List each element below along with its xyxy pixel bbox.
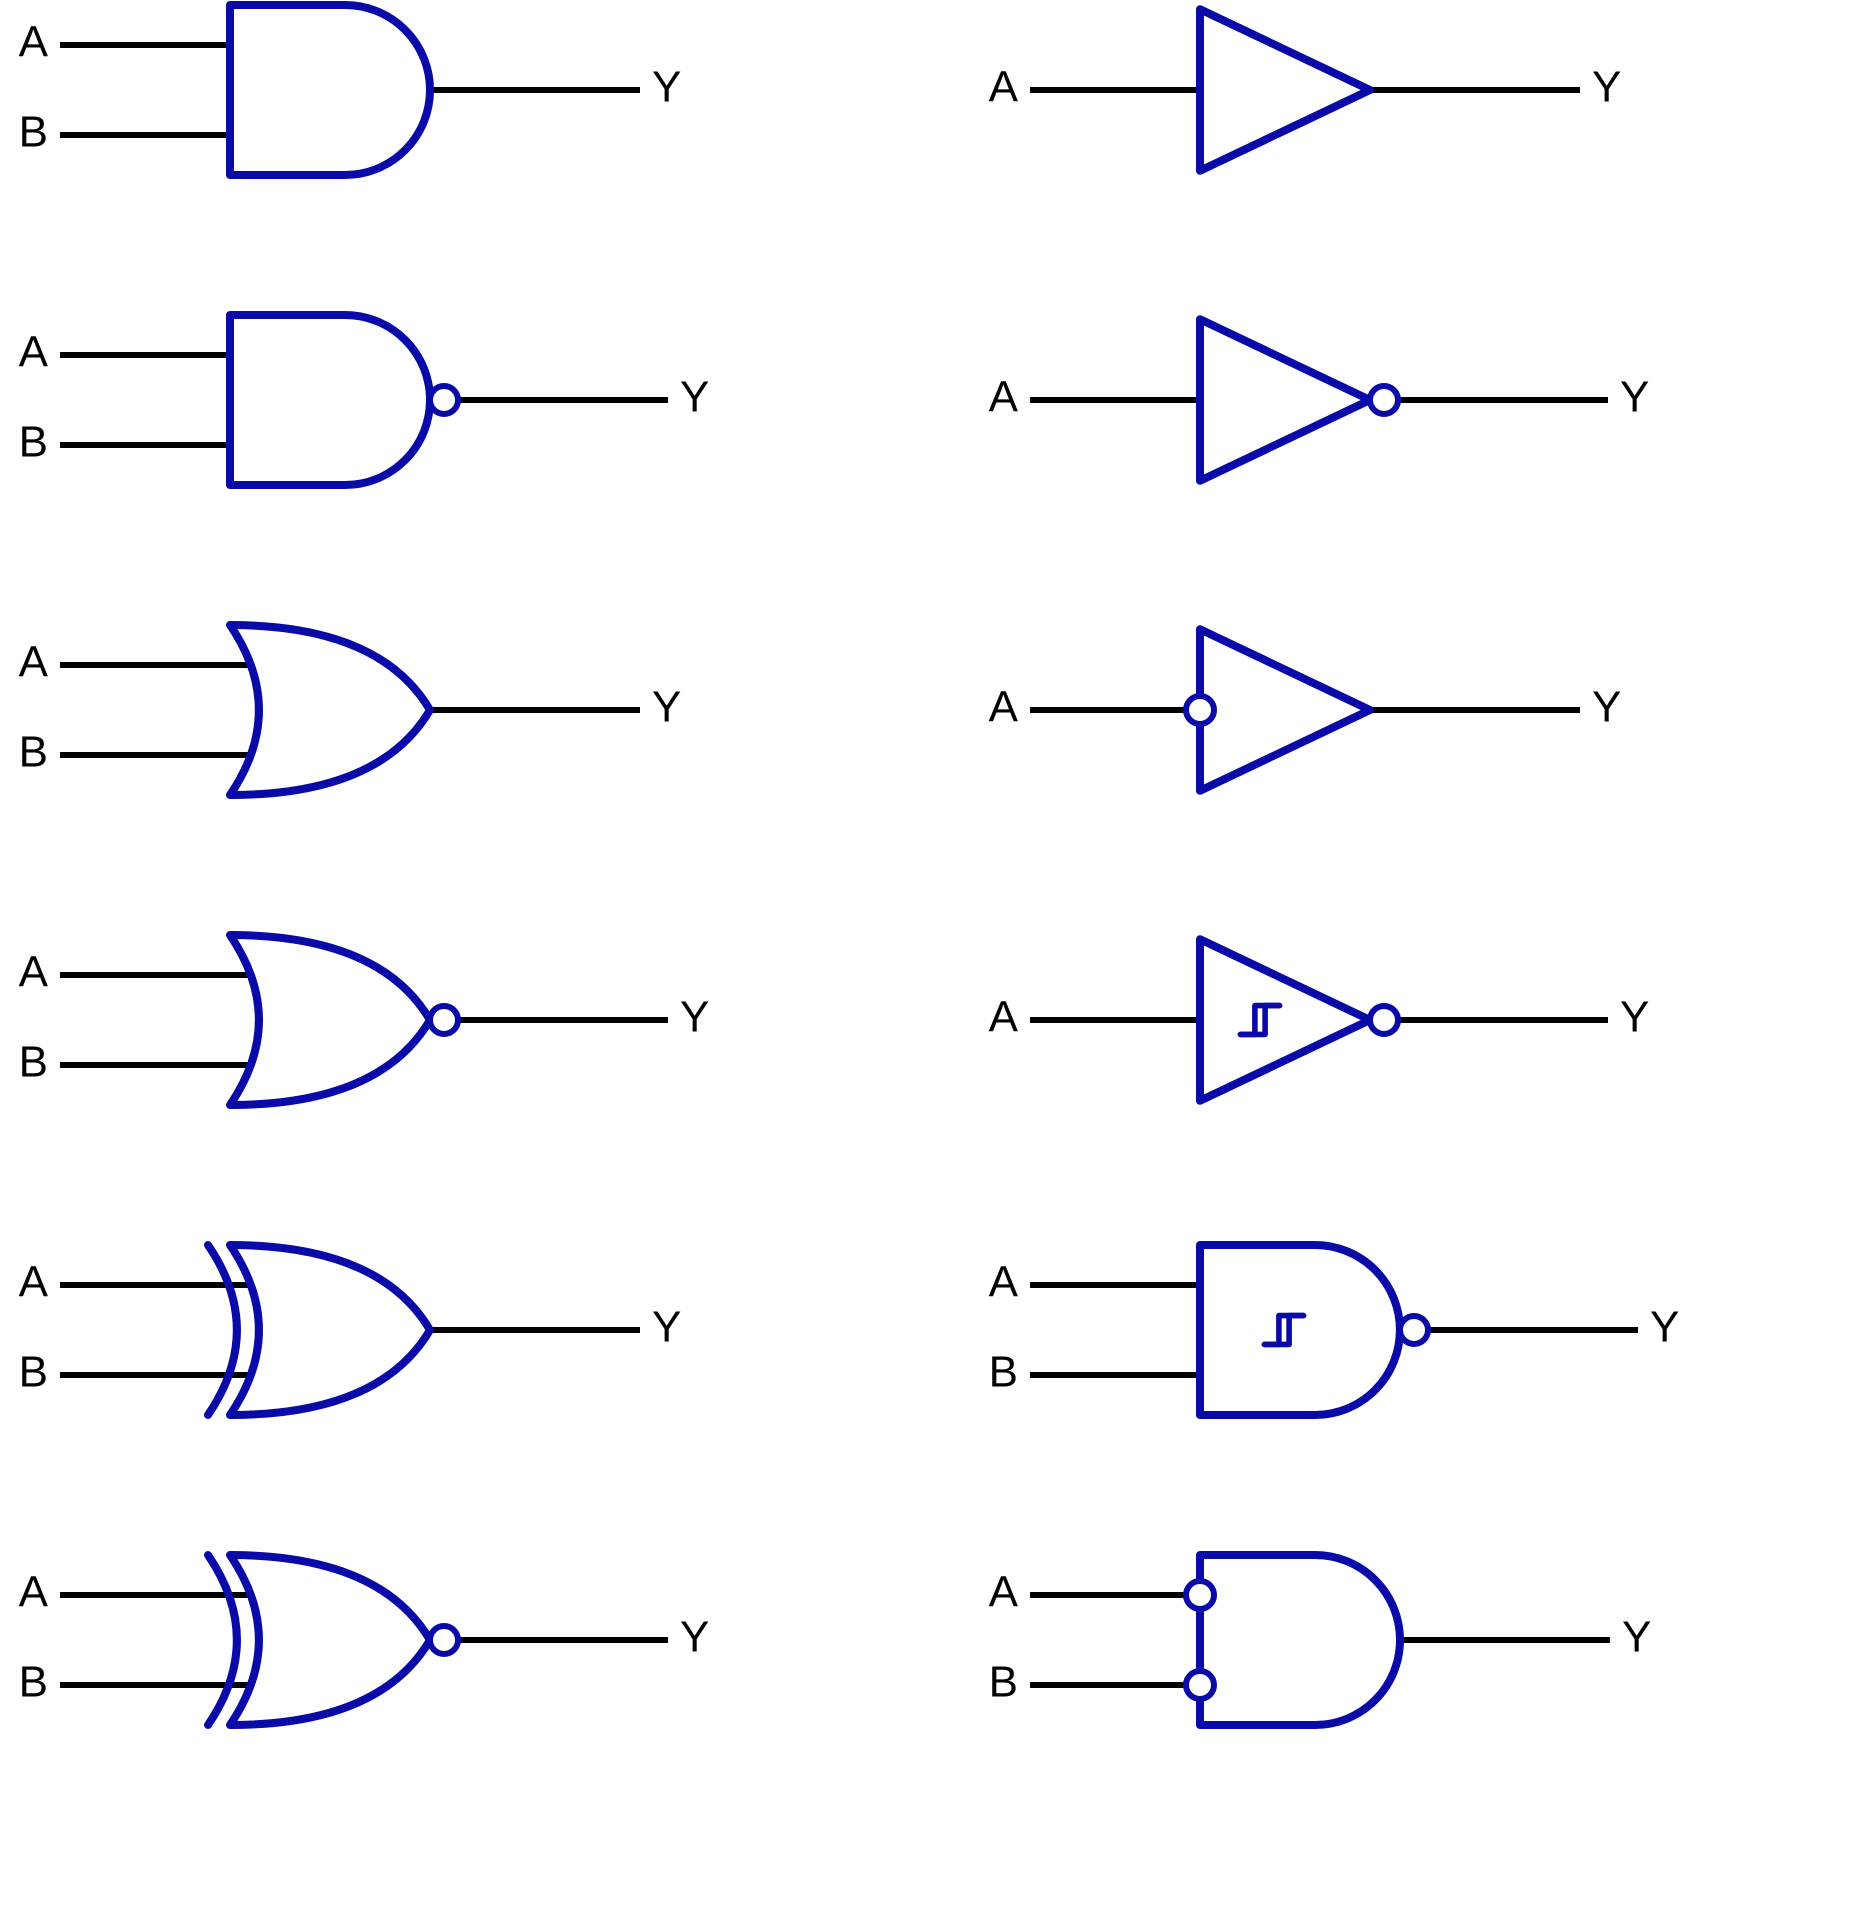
logic-gates-diagram: ABYABYABYABYABYABYAYAYAYAYABYABY xyxy=(0,0,1875,1920)
label-input-b: B xyxy=(19,1038,48,1087)
label-input-b: B xyxy=(989,1348,1018,1397)
label-output: Y xyxy=(1622,1613,1651,1662)
label-output: Y xyxy=(652,63,681,112)
label-input-b: B xyxy=(989,1658,1018,1707)
gate-nor: AB Y xyxy=(19,935,710,1105)
label-output: Y xyxy=(1592,63,1621,112)
gate-schmitt-nand: AB Y xyxy=(989,1245,1680,1415)
label-output: Y xyxy=(1592,683,1621,732)
label-input-b: B xyxy=(19,1658,48,1707)
label-output: Y xyxy=(1620,373,1649,422)
gate-not: AY xyxy=(989,319,1650,481)
label-input-a: A xyxy=(989,1258,1019,1307)
gate-inv-in-buffer: AY xyxy=(989,629,1622,791)
label-input-a: A xyxy=(19,948,49,997)
gate-and-inv-inputs: AB Y xyxy=(989,1555,1652,1725)
label-input-a: A xyxy=(19,638,49,687)
label-output: Y xyxy=(680,1613,709,1662)
gate-xor: AB Y xyxy=(19,1245,682,1415)
gate-nand: AB Y xyxy=(19,315,710,485)
label-input-a: A xyxy=(19,328,49,377)
label-input-b: B xyxy=(19,1348,48,1397)
label-output: Y xyxy=(680,373,709,422)
gate-buffer: AY xyxy=(989,9,1622,171)
label-input-b: B xyxy=(19,728,48,777)
label-output: Y xyxy=(652,683,681,732)
label-input-a: A xyxy=(989,1568,1019,1617)
gate-xnor: AB Y xyxy=(19,1555,710,1725)
label-input-a: A xyxy=(989,373,1019,422)
gate-schmitt-inv: AY xyxy=(989,939,1650,1101)
label-input-a: A xyxy=(19,18,49,67)
label-output: Y xyxy=(1650,1303,1679,1352)
gate-and: AB Y xyxy=(19,5,682,175)
label-output: Y xyxy=(680,993,709,1042)
label-input-b: B xyxy=(19,108,48,157)
label-input-a: A xyxy=(989,993,1019,1042)
label-input-b: B xyxy=(19,418,48,467)
label-input-a: A xyxy=(989,63,1019,112)
label-input-a: A xyxy=(19,1258,49,1307)
label-input-a: A xyxy=(989,683,1019,732)
gate-or: AB Y xyxy=(19,625,682,795)
label-output: Y xyxy=(652,1303,681,1352)
label-output: Y xyxy=(1620,993,1649,1042)
label-input-a: A xyxy=(19,1568,49,1617)
